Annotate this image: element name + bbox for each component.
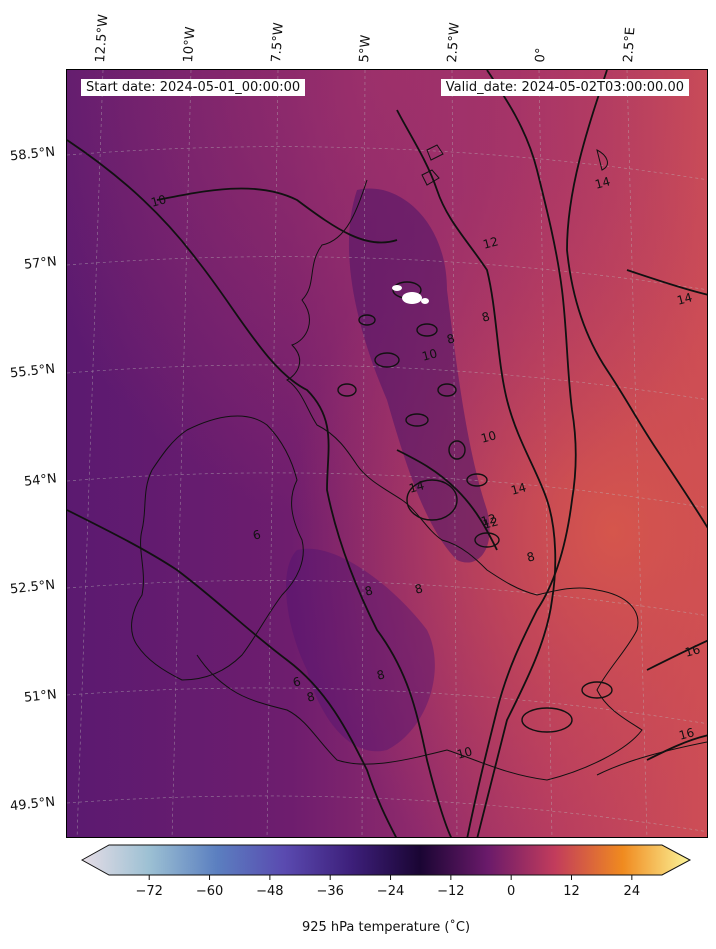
colorbar-tick-label: −72 — [135, 884, 163, 899]
colorbar-ticks — [148, 875, 633, 880]
wales-cool-region — [286, 548, 435, 752]
temperature-map — [67, 70, 707, 837]
temperature-contours — [67, 70, 707, 837]
latitude-label: 58.5°N — [9, 144, 56, 165]
missing-data-patches — [392, 285, 429, 304]
latitude-label: 52.5°N — [9, 577, 56, 598]
colorbar-body — [80, 844, 692, 876]
colorbar-tick-label: −24 — [376, 884, 405, 899]
longitude-label: 2.5°W — [445, 22, 463, 64]
valid-date-label: Valid_date: 2024-05-02T03:00:00.00 — [440, 79, 689, 96]
latitude-label: 49.5°N — [9, 794, 56, 815]
longitude-label: 0° — [533, 47, 549, 64]
map-panel: Start date: 2024-05-01_00:00:00 Valid_da… — [66, 69, 708, 838]
colorbar-tick-label: 24 — [623, 884, 641, 899]
latitude-label: 54°N — [23, 471, 58, 490]
start-date-label: Start date: 2024-05-01_00:00:00 — [81, 79, 306, 96]
longitude-label: 10°W — [181, 26, 199, 64]
latitude-label: 55.5°N — [9, 361, 56, 382]
graticule — [67, 70, 707, 837]
latitude-label: 51°N — [23, 687, 58, 706]
small-contours — [337, 281, 613, 733]
colorbar-tick-label: −12 — [437, 884, 465, 899]
colorbar-tick-label: −60 — [195, 884, 224, 899]
colorbar-tick-label: 12 — [563, 884, 580, 899]
coastlines — [131, 144, 707, 781]
longitude-label: 5°W — [357, 34, 374, 64]
latitude-label: 57°N — [23, 254, 58, 273]
colorbar-tick-label: −48 — [256, 884, 284, 899]
longitude-label: 2.5°E — [621, 26, 639, 64]
colorbar-label: 925 hPa temperature (˚C) — [301, 920, 471, 935]
highland-cool-region — [348, 188, 490, 563]
longitude-label: 7.5°W — [269, 22, 287, 64]
longitude-label: 12.5°W — [93, 13, 112, 64]
colorbar-tick-label: 0 — [507, 884, 516, 899]
colorbar-tick-label: −36 — [316, 884, 344, 899]
